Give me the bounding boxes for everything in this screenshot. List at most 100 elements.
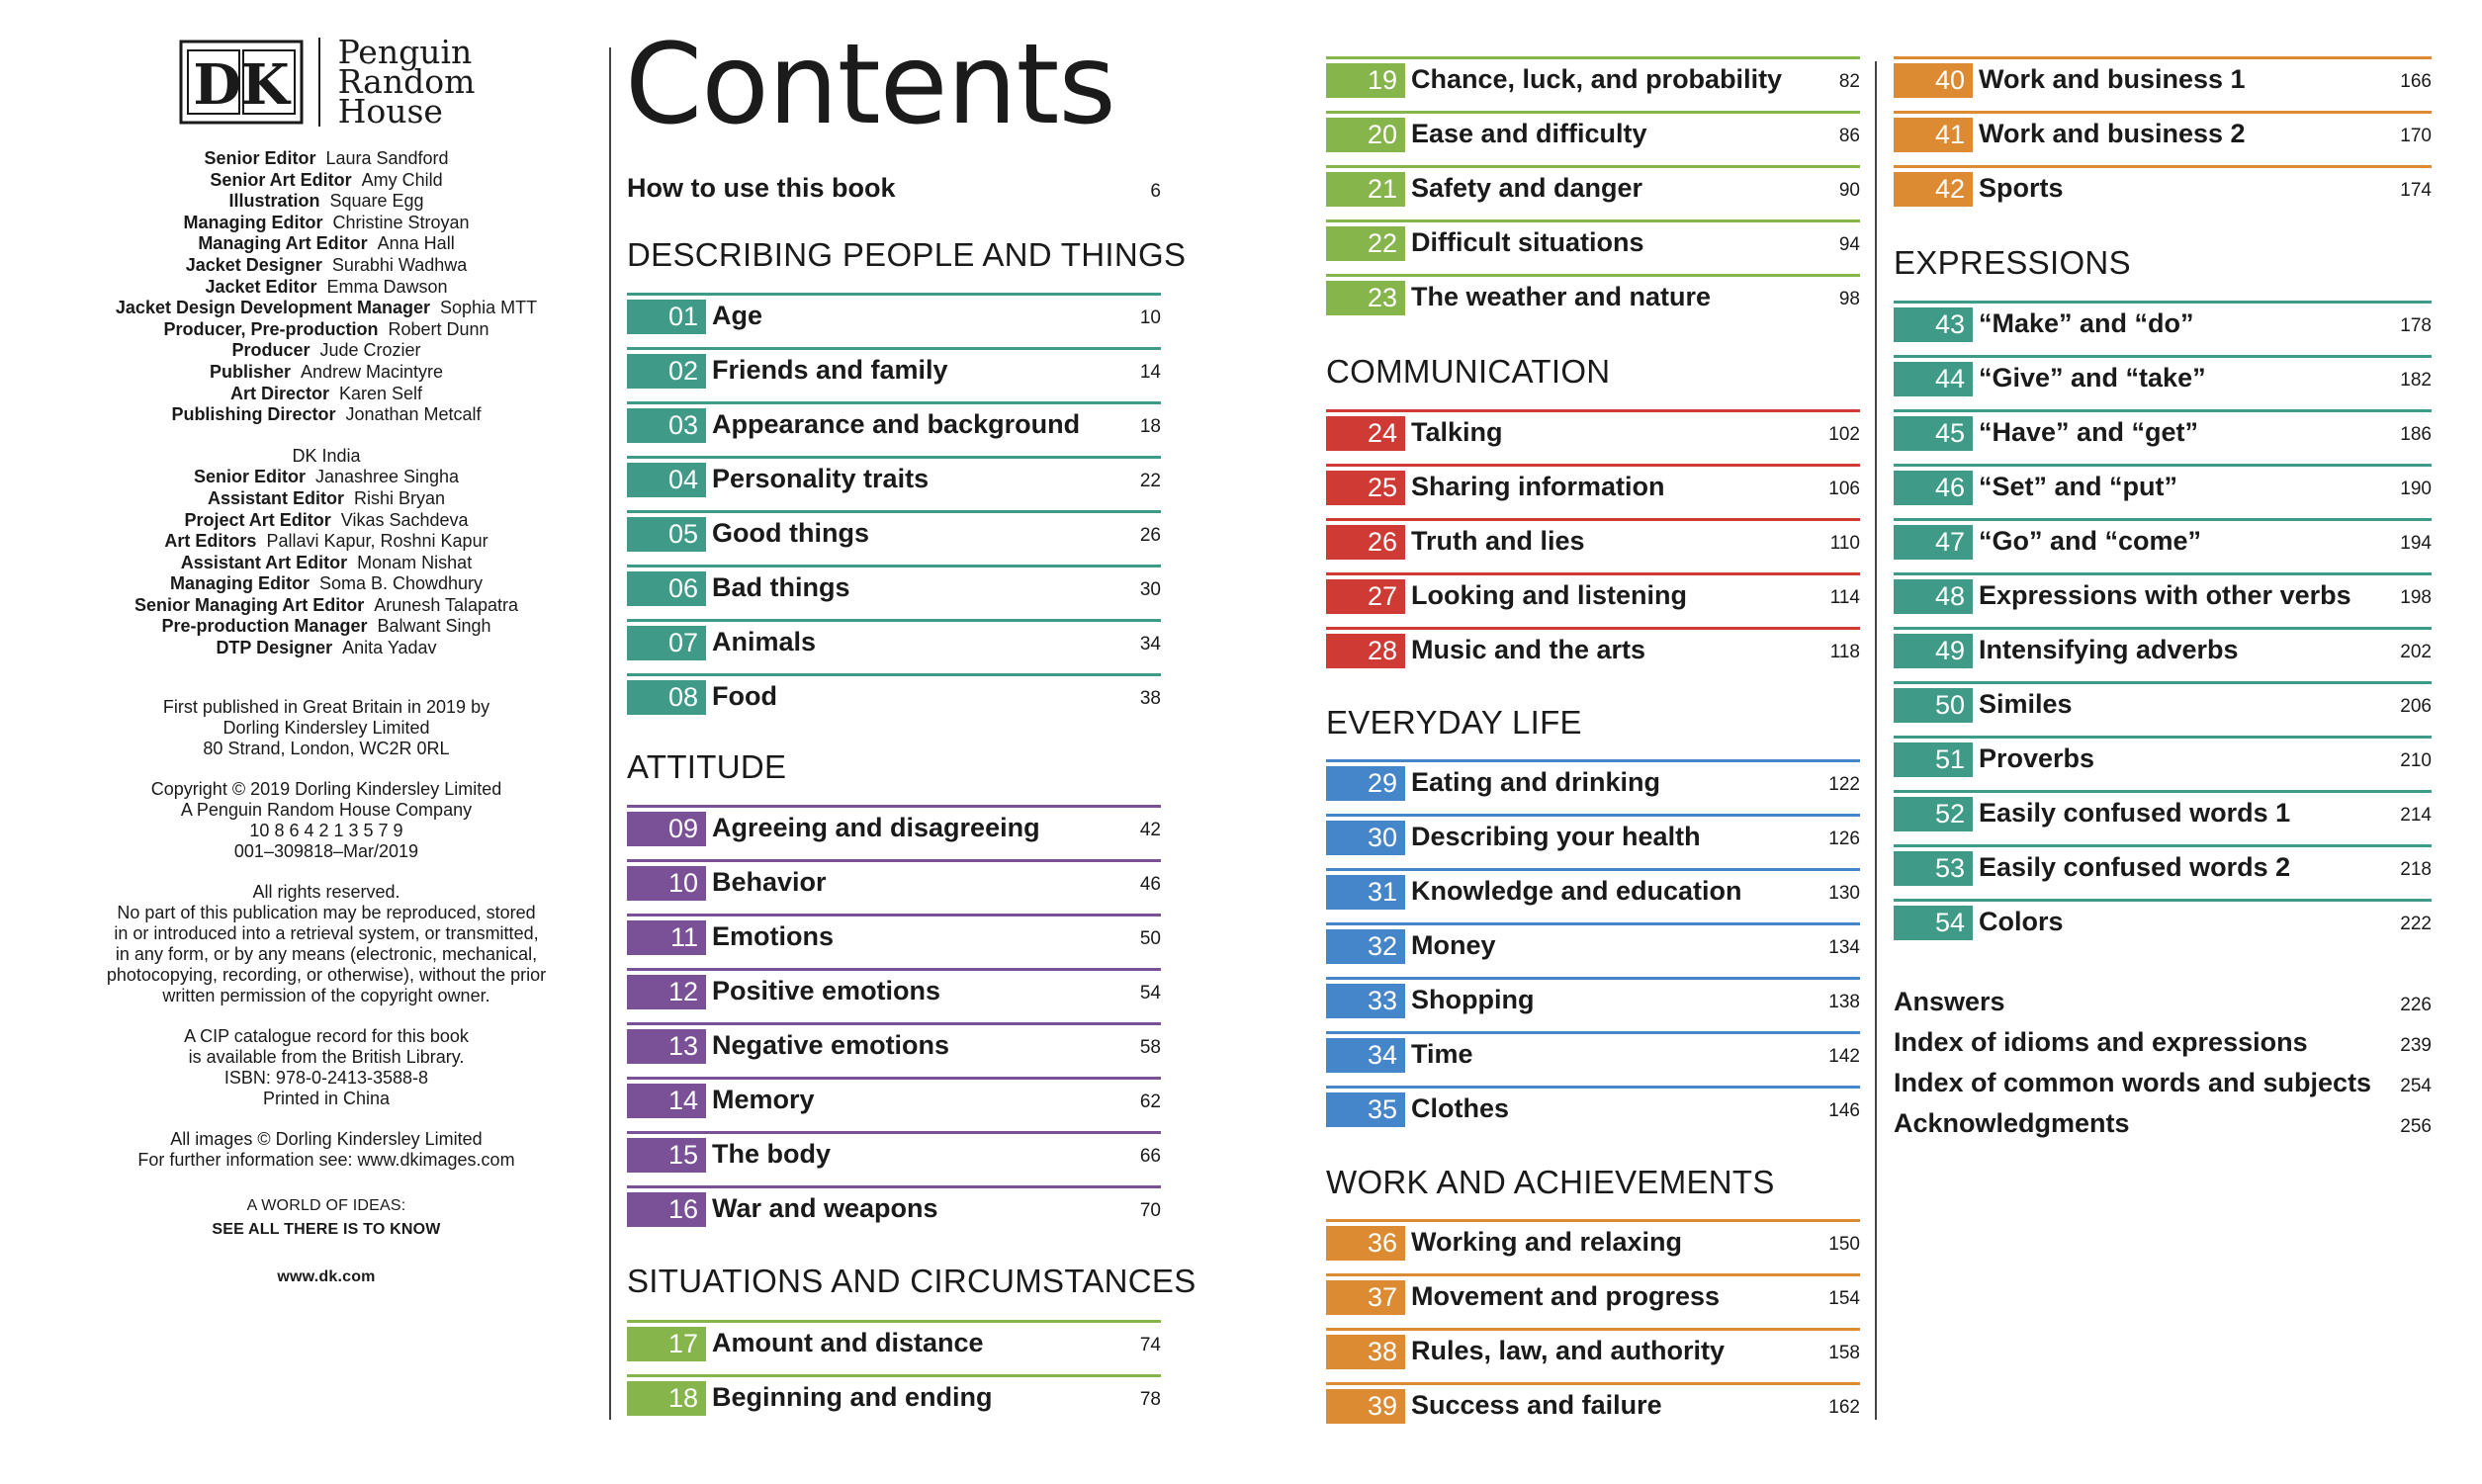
entry-rule: [1326, 814, 1860, 817]
back-matter-entry[interactable]: Index of idioms and expressions 239: [1894, 1025, 2432, 1063]
toc-entry[interactable]: 38 Rules, law, and authority 158: [1326, 1328, 1860, 1371]
toc-entry[interactable]: 26 Truth and lies 110: [1326, 518, 1860, 562]
how-to-use-label: How to use this book: [627, 173, 896, 203]
chapter-number-badge: 40: [1894, 63, 1973, 98]
entry-rule: [627, 456, 1161, 459]
entry-rule: [627, 673, 1161, 676]
toc-entry[interactable]: 41 Work and business 2 170: [1894, 111, 2432, 154]
toc-entry[interactable]: 07 Animals 34: [627, 619, 1161, 662]
page-number: 18: [1139, 416, 1161, 437]
toc-entry[interactable]: 22 Difficult situations 94: [1326, 219, 1860, 263]
chapter-title: Easily confused words 1: [1979, 798, 2291, 828]
toc-entry[interactable]: 23 The weather and nature 98: [1326, 274, 1860, 317]
chapter-number-badge: 10: [627, 866, 706, 901]
india-credits-list: Senior Editor Janashree Singha Assistant E…: [69, 467, 583, 658]
toc-entry[interactable]: 05 Good things 26: [627, 510, 1161, 554]
toc-entry[interactable]: 18 Beginning and ending 78: [627, 1374, 1161, 1418]
toc-entry[interactable]: 42 Sports 174: [1894, 165, 2432, 209]
credit-role: Assistant Art Editor: [180, 552, 348, 572]
entry-rule: [1894, 681, 2432, 684]
toc-entry[interactable]: 13 Negative emotions 58: [627, 1022, 1161, 1066]
chapter-title: Eating and drinking: [1411, 767, 1661, 797]
toc-entry[interactable]: 50 Similes 206: [1894, 681, 2432, 725]
toc-entry[interactable]: 15 The body 66: [627, 1131, 1161, 1175]
chapter-number-badge: 35: [1326, 1092, 1405, 1127]
entry-rule: [1326, 1219, 1860, 1222]
toc-entry[interactable]: 40 Work and business 1 166: [1894, 56, 2432, 100]
toc-entry[interactable]: 12 Positive emotions 54: [627, 968, 1161, 1011]
toc-entry[interactable]: 09 Agreeing and disagreeing 42: [627, 805, 1161, 848]
toc-entry[interactable]: 27 Looking and listening 114: [1326, 572, 1860, 616]
page-number: 74: [1139, 1335, 1161, 1355]
back-matter-entry[interactable]: Index of common words and subjects 254: [1894, 1066, 2432, 1103]
toc-entry[interactable]: 43 “Make” and “do” 178: [1894, 301, 2432, 344]
toc-entry[interactable]: 33 Shopping 138: [1326, 977, 1860, 1020]
toc-entry[interactable]: 20 Ease and difficulty 86: [1326, 111, 1860, 154]
copyright-line: 10 8 6 4 2 1 3 5 7 9: [249, 820, 403, 840]
entry-rule: [627, 914, 1161, 917]
entry-rule: [627, 1022, 1161, 1025]
toc-entry[interactable]: 45 “Have” and “get” 186: [1894, 409, 2432, 453]
toc-entry[interactable]: 52 Easily confused words 1 214: [1894, 790, 2432, 833]
toc-entry[interactable]: 25 Sharing information 106: [1326, 464, 1860, 507]
credit-role: Senior Managing Art Editor: [133, 594, 365, 615]
website-link[interactable]: www.dk.com: [277, 1267, 376, 1285]
credit-role: Producer: [231, 340, 310, 361]
toc-entry[interactable]: 35 Clothes 146: [1326, 1086, 1860, 1129]
toc-entry[interactable]: 03 Appearance and background 18: [627, 401, 1161, 445]
toc-entry[interactable]: 51 Proverbs 210: [1894, 736, 2432, 779]
toc-entry[interactable]: 53 Easily confused words 2 218: [1894, 844, 2432, 888]
toc-entry[interactable]: 28 Music and the arts 118: [1326, 627, 1860, 670]
toc-entry[interactable]: 32 Money 134: [1326, 922, 1860, 966]
page-number: 10: [1139, 307, 1161, 328]
toc-entry[interactable]: 21 Safety and danger 90: [1326, 165, 1860, 209]
toc-entry[interactable]: 02 Friends and family 14: [627, 347, 1161, 391]
toc-entry[interactable]: 11 Emotions 50: [627, 914, 1161, 957]
toc-entry[interactable]: 14 Memory 62: [627, 1077, 1161, 1120]
toc-entry[interactable]: 34 Time 142: [1326, 1031, 1860, 1075]
toc-entry[interactable]: 46 “Set” and “put” 190: [1894, 464, 2432, 507]
back-matter-entry[interactable]: Answers 226: [1894, 985, 2432, 1022]
toc-entry[interactable]: 39 Success and failure 162: [1326, 1382, 1860, 1426]
chapter-number-badge: 24: [1326, 416, 1405, 451]
credit-role: Managing Editor: [183, 212, 323, 232]
chapter-title: Easily confused words 2: [1979, 852, 2291, 882]
toc-entry[interactable]: 10 Behavior 46: [627, 859, 1161, 903]
toc-entry[interactable]: 54 Colors 222: [1894, 899, 2432, 942]
chapter-title: Bad things: [712, 572, 850, 602]
how-to-use-entry[interactable]: How to use this book 6: [627, 171, 1161, 209]
toc-entry[interactable]: 37 Movement and progress 154: [1326, 1273, 1860, 1317]
toc-entry[interactable]: 04 Personality traits 22: [627, 456, 1161, 499]
chapter-title: Chance, luck, and probability: [1411, 64, 1783, 94]
toc-entry[interactable]: 08 Food 38: [627, 673, 1161, 717]
toc-entry[interactable]: 47 “Go” and “come” 194: [1894, 518, 2432, 562]
chapter-number-badge: 50: [1894, 688, 1973, 723]
page-number: 46: [1139, 874, 1161, 895]
credit-line: Senior Editor Laura Sandford: [69, 148, 583, 170]
toc-entry[interactable]: 19 Chance, luck, and probability 82: [1326, 56, 1860, 100]
toc-entry[interactable]: 44 “Give” and “take” 182: [1894, 355, 2432, 398]
chapter-number-badge: 18: [627, 1381, 706, 1416]
entry-rule: [1894, 165, 2432, 168]
entry-rule: [1326, 111, 1860, 114]
toc-entry[interactable]: 30 Describing your health 126: [1326, 814, 1860, 857]
back-matter-entry[interactable]: Acknowledgments 256: [1894, 1106, 2432, 1144]
credit-role: Senior Editor: [193, 467, 306, 487]
toc-entry[interactable]: 24 Talking 102: [1326, 409, 1860, 453]
credit-role: Managing Art Editor: [198, 233, 368, 254]
toc-entry[interactable]: 49 Intensifying adverbs 202: [1894, 627, 2432, 670]
page-number: 14: [1139, 362, 1161, 383]
toc-entry[interactable]: 01 Age 10: [627, 293, 1161, 336]
toc-entry[interactable]: 17 Amount and distance 74: [627, 1320, 1161, 1363]
page-number: 118: [1829, 642, 1860, 662]
toc-entry[interactable]: 48 Expressions with other verbs 198: [1894, 572, 2432, 616]
toc-entry[interactable]: 36 Working and relaxing 150: [1326, 1219, 1860, 1263]
entry-rule: [1894, 301, 2432, 304]
toc-entry[interactable]: 31 Knowledge and education 130: [1326, 868, 1860, 912]
toc-entry[interactable]: 06 Bad things 30: [627, 565, 1161, 608]
toc-entry[interactable]: 29 Eating and drinking 122: [1326, 759, 1860, 803]
page-number: 90: [1838, 180, 1860, 201]
entry-rule: [1326, 1328, 1860, 1331]
entry-rule: [1326, 922, 1860, 925]
toc-entry[interactable]: 16 War and weapons 70: [627, 1185, 1161, 1229]
